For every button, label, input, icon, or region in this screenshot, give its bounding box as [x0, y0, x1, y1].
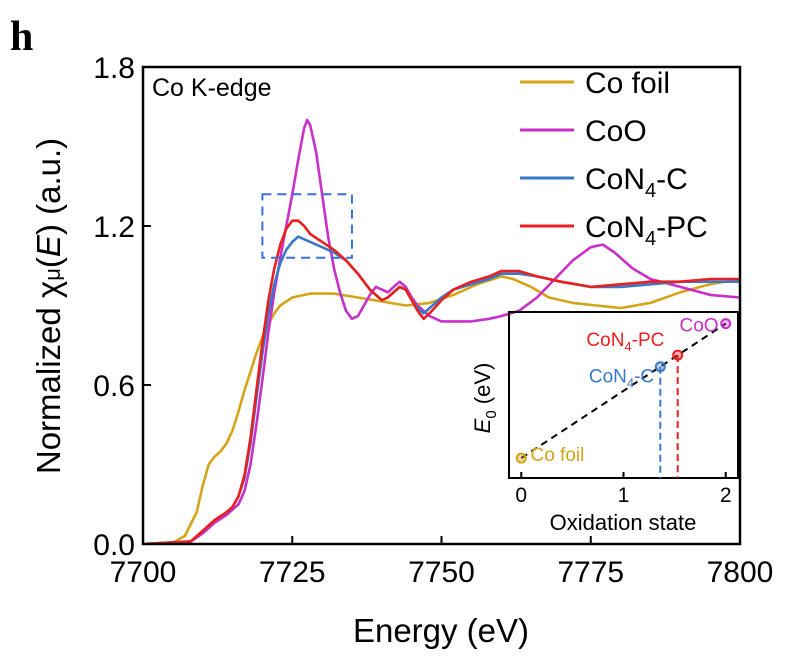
- inset-y-axis-title-unit: (eV): [470, 363, 495, 411]
- legend-label: CoN4-PC: [585, 211, 708, 250]
- inset-label-coo: CoO: [679, 315, 718, 336]
- inset-y-axis-title-e: E: [470, 418, 495, 433]
- y-axis-title-chi: χ: [30, 281, 67, 298]
- inset-point-cofoil: [515, 452, 527, 464]
- y-tick-label: 0.6: [93, 370, 135, 403]
- series-line-coo: [143, 118, 740, 544]
- x-tick-label: 7750: [408, 556, 475, 589]
- y-axis-title-mu: μ: [40, 268, 65, 281]
- y-axis-title-open: (: [30, 257, 67, 268]
- inset-y-axis-title-sub: 0: [483, 410, 500, 418]
- highlight-box: [261, 193, 353, 259]
- x-tick-label: 7700: [110, 556, 177, 589]
- x-tick-label: 7800: [707, 556, 774, 589]
- inset-label-cofoil: Co foil: [530, 445, 584, 466]
- y-axis-title-e: E: [30, 234, 67, 257]
- legend-label: Co foil: [585, 67, 670, 100]
- inset-label-con4pc: CoN4-PC: [586, 330, 664, 354]
- y-tick-label: 0.0: [93, 529, 135, 562]
- y-axis-title-post: ) (a.u.): [30, 138, 67, 235]
- legend-label: CoO: [585, 115, 647, 148]
- inset-point-con4pc: [672, 349, 684, 361]
- inset-x-tick-label: 2: [720, 484, 732, 507]
- inset-point-coo: [720, 318, 732, 330]
- inset-x-tick-label: 0: [515, 484, 527, 507]
- legend-item-coo: CoO: [520, 115, 647, 148]
- x-tick-label: 7725: [259, 556, 326, 589]
- y-axis-title: Normalized χμ(E) (a.u.): [30, 138, 67, 474]
- inset-x-tick-label: 1: [618, 484, 630, 507]
- legend: Co foil CoO CoN4-C CoN4-PC: [520, 67, 708, 250]
- series-line-cofoil: [143, 275, 740, 544]
- chart-title: Co K-edge: [152, 74, 272, 102]
- y-tick-label: 1.8: [93, 52, 135, 85]
- inset-x-axis-title: Oxidation state: [550, 510, 697, 535]
- x-tick-label: 7775: [557, 556, 624, 589]
- panel-label: h: [10, 14, 33, 60]
- plot-frame: [141, 65, 742, 546]
- x-axis-title: Energy (eV): [353, 612, 529, 649]
- y-tick-label: 1.2: [93, 211, 135, 244]
- inset-label-con4c: CoN4-C: [589, 367, 654, 391]
- legend-item-con4pc: CoN4-PC: [520, 211, 708, 250]
- legend-item-cofoil: Co foil: [520, 67, 670, 100]
- inset-point-con4c: [654, 361, 666, 373]
- series-line-con4pc: [143, 219, 740, 544]
- legend-label: CoN4-C: [585, 163, 688, 202]
- legend-item-con4c: CoN4-C: [520, 163, 688, 202]
- inset-fit-line: [520, 322, 727, 459]
- inset-y-axis-title: E0 (eV): [470, 363, 500, 434]
- inset-chart: Co foil CoN4-C CoN4-PC CoO 0 1 2 Oxidation st…: [470, 311, 739, 535]
- y-axis-title-pre: Normalized: [30, 298, 67, 474]
